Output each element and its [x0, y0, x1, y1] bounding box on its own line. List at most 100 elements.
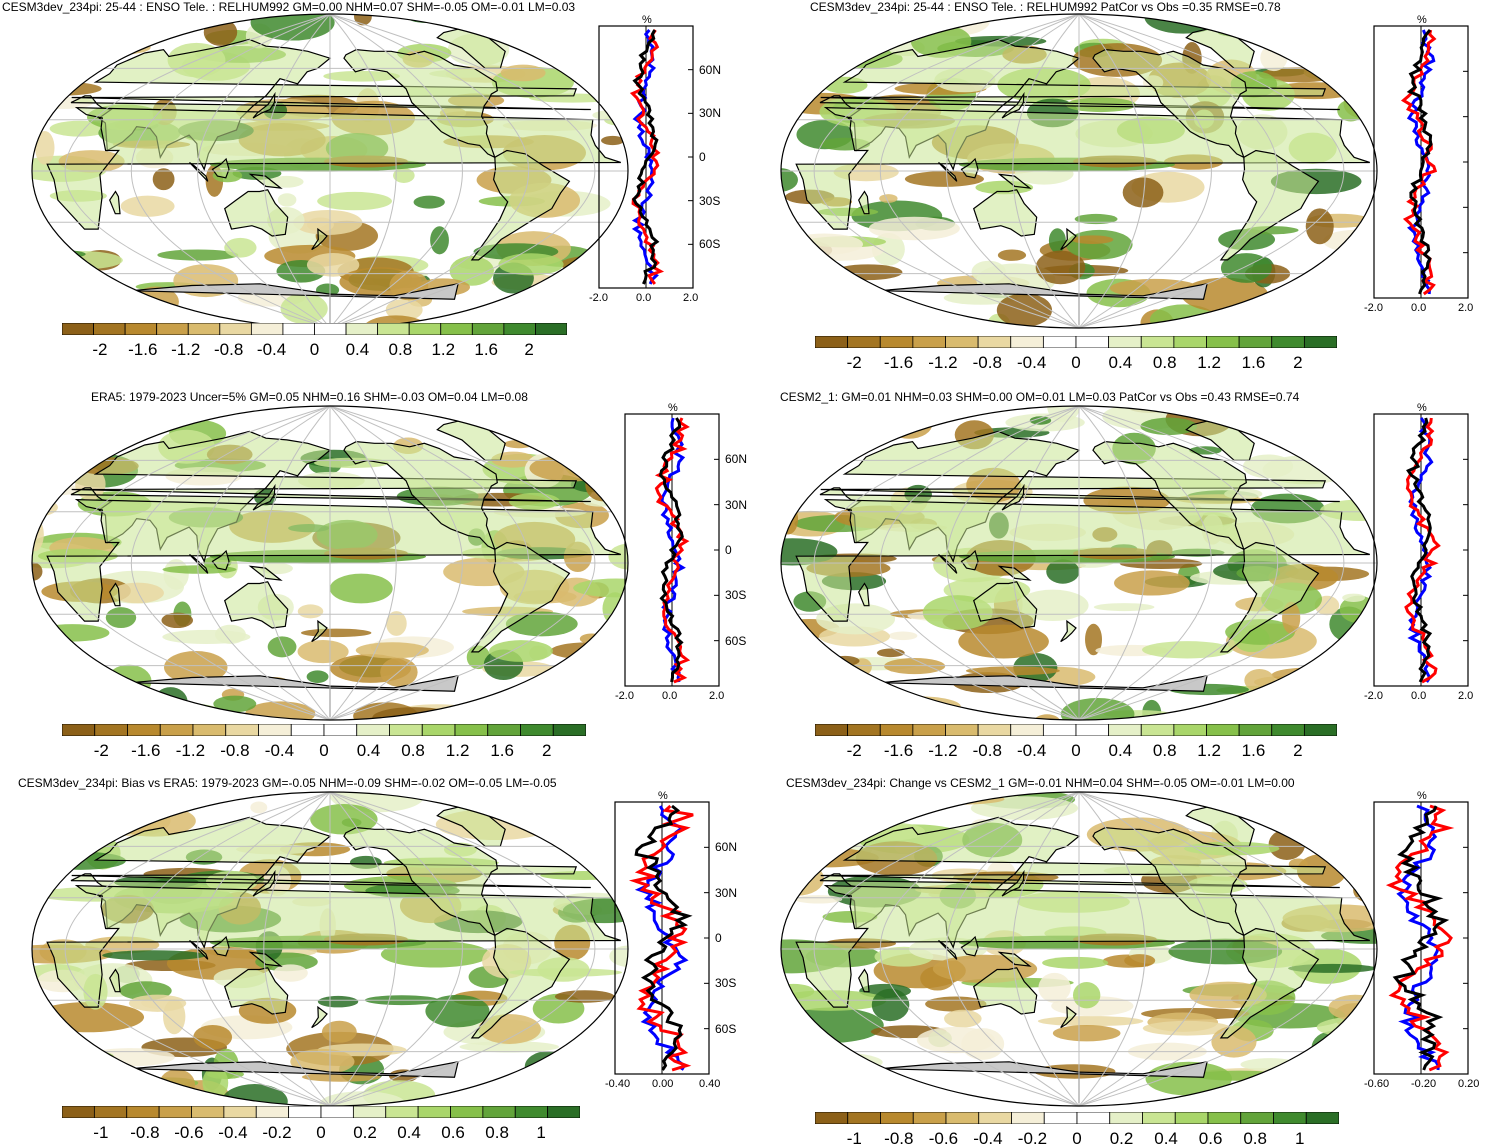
field-blob [958, 624, 1049, 659]
colorbar-swatch [1305, 1112, 1339, 1124]
zonal-mean-line [629, 29, 665, 285]
colorbar-tick-label: 0 [316, 1123, 326, 1142]
field-blob [500, 64, 546, 82]
coastline [189, 162, 209, 182]
colorbar-swatch [159, 724, 194, 736]
gridline [1078, 14, 1146, 328]
zonal-tick-label: 0.0 [1411, 302, 1427, 314]
field-blob [1193, 792, 1268, 804]
coastline [109, 190, 121, 215]
field-blob [306, 253, 360, 277]
field-blob [1065, 229, 1133, 260]
coastline [1060, 619, 1077, 643]
colorbar-swatch [482, 1106, 516, 1118]
field-blob [836, 14, 928, 46]
field-blob [35, 624, 110, 642]
zonal-unit: % [658, 790, 668, 802]
colorbar-tick-label: -0.4 [973, 1129, 1003, 1148]
field-blob [1325, 803, 1358, 829]
field-blob [781, 1007, 884, 1043]
colorbar-tick-label: -1.6 [883, 353, 914, 372]
colorbar-swatch [1238, 724, 1273, 736]
colorbar-tick-label: 0.4 [1108, 741, 1133, 760]
gridline [879, 792, 1080, 1106]
field-blob [319, 1091, 406, 1106]
colorbar-tick-label: 1 [1294, 1129, 1305, 1148]
field-blob [68, 55, 99, 66]
field-blob [386, 611, 407, 636]
colorbar-tick-label: 0.6 [1198, 1129, 1223, 1148]
coastline [1092, 48, 1247, 159]
field-blob [781, 1051, 883, 1073]
colorbar-swatch [912, 1112, 947, 1124]
coastline [248, 951, 283, 967]
panel-title: ERA5: 1979-2023 Uncer=5% GM=0.05 NHM=0.1… [91, 390, 528, 404]
field-blob [1284, 426, 1318, 442]
panel-5: CESM3dev_234pi: Bias vs ERA5: 1979-2023 … [0, 764, 745, 1146]
field-blob [430, 226, 449, 255]
colorbar-tick-label: 2 [1293, 353, 1303, 372]
colorbar-tick-label: -0.4 [1016, 353, 1047, 372]
colorbar-swatch [1042, 724, 1077, 736]
colorbar-swatch [1075, 336, 1110, 348]
zonal-mean-line [628, 804, 694, 1072]
field-blob [573, 578, 628, 598]
field-blob [1285, 30, 1339, 61]
field-blob [250, 14, 335, 41]
colorbar-tick-label: -0.4 [264, 741, 295, 760]
colorbar-swatch [977, 724, 1012, 736]
field-blob [33, 703, 123, 720]
field-blob [297, 604, 324, 619]
colorbar-swatch [1075, 724, 1110, 736]
coastline [938, 554, 958, 574]
field-blob [32, 1068, 69, 1082]
field-blob [1334, 36, 1361, 70]
field-blob [1140, 417, 1198, 436]
colorbar-swatch [1271, 724, 1305, 736]
colorbar-swatch [454, 724, 489, 736]
colorbar-tick-label: -0.4 [1016, 741, 1047, 760]
coastline [189, 554, 209, 574]
gridline [1078, 792, 1279, 1106]
field-blob [1286, 20, 1375, 38]
field-blob [280, 293, 328, 324]
colorbar-swatch [1206, 724, 1240, 736]
colorbar-swatch [912, 724, 946, 736]
gridline [1078, 792, 1345, 1106]
field-blob [329, 573, 393, 604]
colorbar-swatch [1140, 724, 1175, 736]
gridline [197, 14, 331, 328]
latitude-label: 60N [699, 62, 722, 77]
coastline [109, 582, 121, 607]
gridline [1012, 406, 1080, 720]
field-blob [1264, 286, 1335, 312]
colorbar-tick-label: -0.6 [928, 1129, 959, 1148]
field-blob [876, 648, 905, 658]
field-blob [868, 216, 960, 241]
gridline [946, 792, 1080, 1106]
zonal-tick-label: -2.0 [1364, 690, 1383, 702]
field-blob [786, 1063, 843, 1091]
gridline [130, 406, 331, 720]
coastline [343, 826, 498, 937]
field-blob [164, 650, 228, 684]
coastline [252, 91, 276, 119]
colorbar-tick-label: 0 [319, 741, 329, 760]
field-blob [1124, 954, 1156, 968]
gridline [329, 406, 463, 720]
colorbar-tick-label: 0.8 [388, 340, 413, 359]
latitude-label: 60S [715, 1021, 737, 1036]
field-blob [1142, 1020, 1232, 1036]
colorbar-tick-label: 0.6 [441, 1123, 465, 1142]
colorbar-swatch [945, 336, 979, 348]
field-blob [64, 39, 151, 56]
coastline [997, 173, 1032, 189]
field-blob [1305, 208, 1334, 245]
field-blob [807, 276, 847, 286]
colorbar-swatch [93, 323, 126, 335]
colorbar-tick-label: -0.6 [174, 1123, 204, 1142]
field-blob [1029, 416, 1052, 425]
field-blob [213, 695, 257, 713]
zonal-tick-label: 0.20 [1458, 1078, 1480, 1090]
colorbar-swatch [255, 1106, 290, 1118]
